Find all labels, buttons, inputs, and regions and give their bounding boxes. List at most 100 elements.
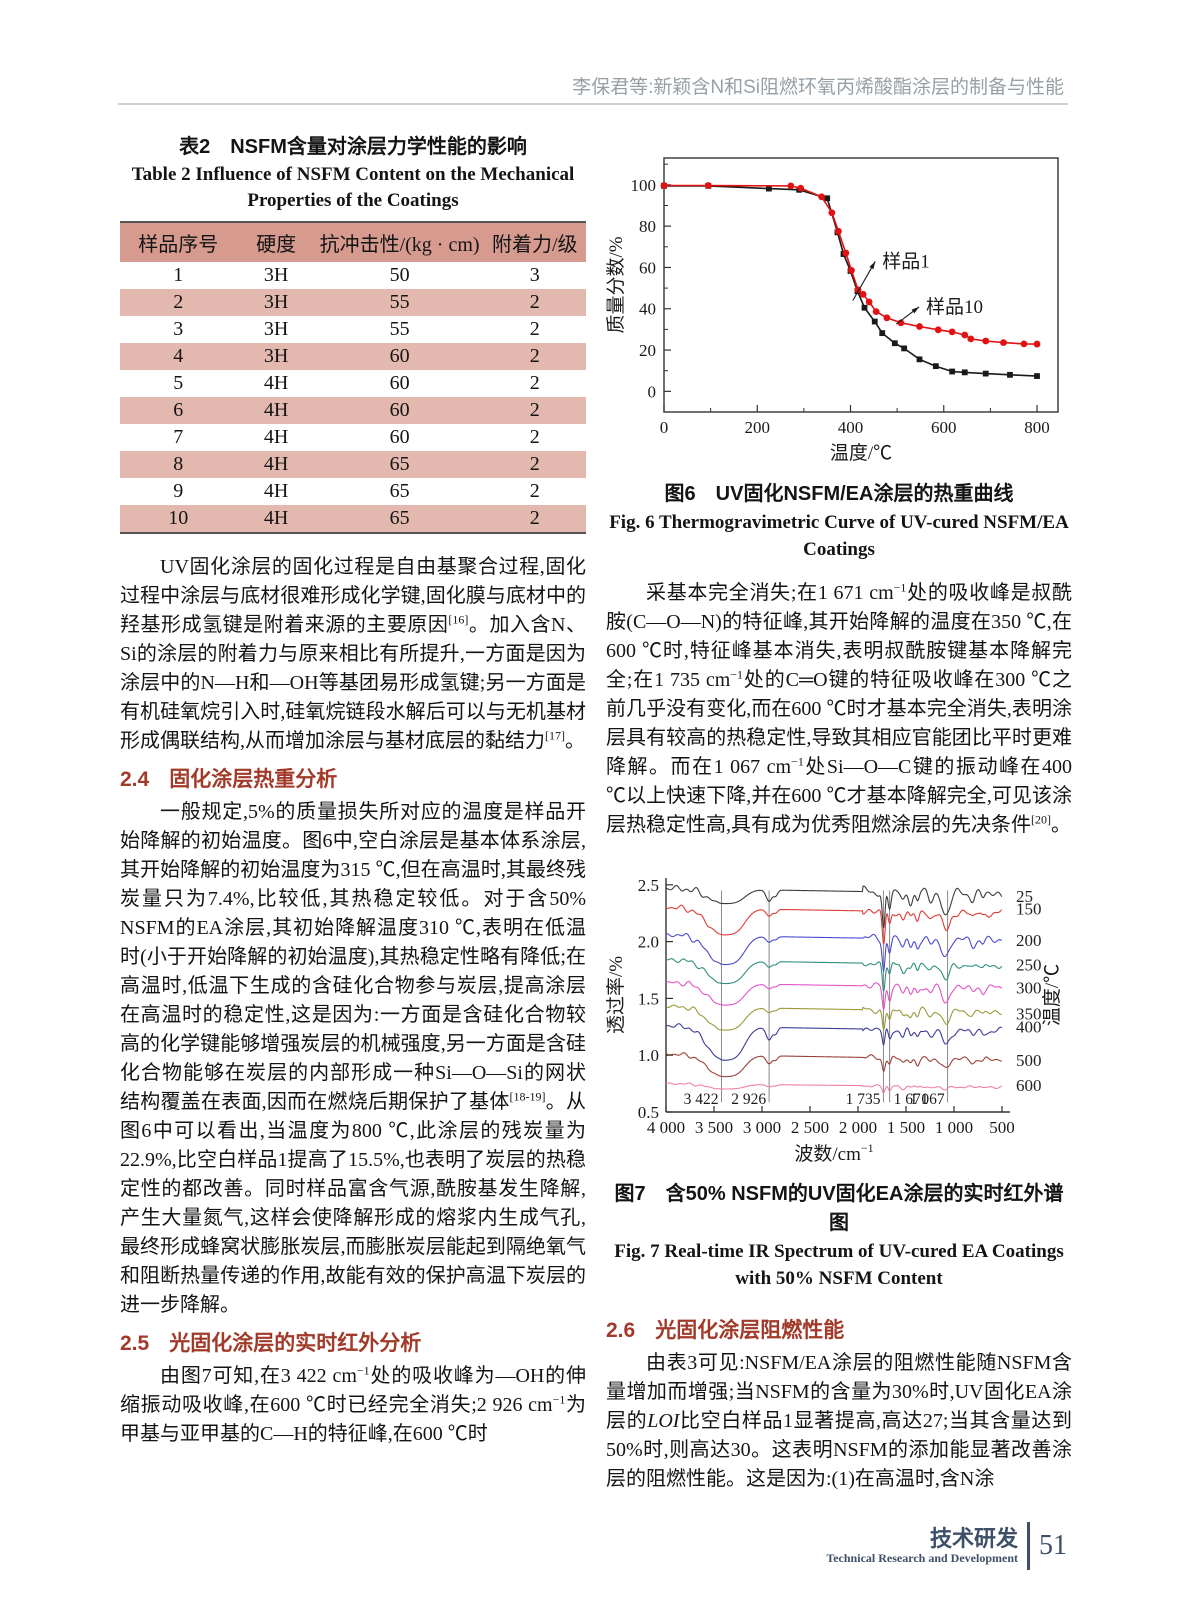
table2-header-hardness: 硬度 <box>236 222 316 262</box>
svg-text:400: 400 <box>1016 1018 1042 1037</box>
svg-text:350: 350 <box>1016 1004 1042 1023</box>
text-run: 由图7可知,在3 422 cm <box>160 1365 357 1387</box>
svg-text:1 735: 1 735 <box>846 1091 881 1108</box>
table-cell: 4H <box>263 453 289 475</box>
text-run: 处的吸收峰为—OH的伸缩振动吸收峰,在600 ℃时已经完全消失;2 926 cm <box>120 1365 587 1416</box>
table-cell: 3H <box>263 318 289 340</box>
text-run: UV固化涂层的固化过程是自由基聚合过程,固化过程中涂层与底材很难形成化学键,固化… <box>120 556 586 636</box>
svg-text:600: 600 <box>931 418 957 437</box>
table-cell: 3H <box>263 264 289 286</box>
table-cell: 2 <box>529 318 540 340</box>
footer-section-cn: 技术研发 <box>929 1525 1018 1551</box>
fig6-caption-cn: 图6 UV固化NSFM/EA涂层的热重曲线 <box>664 483 1014 505</box>
section-number: 2.6 <box>606 1319 636 1342</box>
text-run: 。加入含N、Si的涂层的附着力与原来相比有所提升,一方面是因为涂层中的N—H和—… <box>120 614 586 752</box>
text-run: 。从图6中可以看出,当温度为800 ℃,此涂层的残炭量为22.9%,比空白样品1… <box>120 1091 587 1316</box>
table-cell: 3H <box>263 345 289 367</box>
section-heading-2-6: 2.6 光固化涂层阻燃性能 <box>606 1314 1072 1344</box>
fig7-caption-en2: with 50% NSFM Content <box>735 1268 943 1289</box>
svg-text:1.0: 1.0 <box>638 1046 659 1065</box>
svg-text:1 500: 1 500 <box>887 1118 925 1137</box>
table-cell: 50 <box>389 264 410 286</box>
svg-text:0: 0 <box>660 418 669 437</box>
fig7-caption-en1: Fig. 7 Real-time IR Spectrum of UV-cured… <box>614 1241 1064 1262</box>
svg-text:2.0: 2.0 <box>638 933 659 952</box>
text-run: −1 <box>791 754 804 769</box>
fig6-caption-en2: Coatings <box>803 539 875 560</box>
svg-text:40: 40 <box>639 300 656 319</box>
paragraph-ir-bands: 采基本完全消失;在1 671 cm−1处的吸收峰是叔酰胺(C—O—N)的特征峰,… <box>606 579 1072 840</box>
fig6-tga-chart: 0 200 400 600 800 0 20 40 60 80 100 温度/℃ 质量分数/% 样品1 样品… <box>606 157 1059 464</box>
svg-text:400: 400 <box>838 418 864 437</box>
table-row: 10 4H 65 2 <box>120 505 586 533</box>
text-run: 处Si—O—C键的振动峰在400 ℃以上快速下降,并在600 ℃才基本降解完全,… <box>606 756 1072 836</box>
table2-header-adhesion: 附着力/级 <box>483 222 586 262</box>
right-column: 0 200 400 600 800 0 20 40 60 80 100 温度/℃ 质量分数/% 样品1 样品… <box>606 128 1072 1494</box>
text-run: 处的C═O键的特征吸收峰在300 ℃之前几乎没有变化,而在600 ℃时才基本完全… <box>606 669 1073 778</box>
footer-section-en: Technical Research and Development <box>826 1550 1018 1565</box>
svg-text:2 000: 2 000 <box>839 1118 877 1137</box>
table-cell: 2 <box>529 507 540 529</box>
table-cell: 2 <box>529 399 540 421</box>
table-cell: 4H <box>263 426 289 448</box>
section-heading-2-5: 2.5 光固化涂层的实时红外分析 <box>120 1327 586 1357</box>
paragraph-ir-analysis: 由图7可知,在3 422 cm −1处的吸收峰为—OH的伸缩振动吸收峰,在600 … <box>120 1362 586 1449</box>
fig6-caption: 图6 UV固化NSFM/EA涂层的热重曲线 Fig. 6 Thermogravi… <box>606 480 1072 563</box>
svg-text:100: 100 <box>631 176 657 195</box>
text-run: 处的吸收峰是叔酰胺(C—O—N)的特征峰,其开始降解的温度在350 ℃,在600… <box>606 582 1073 691</box>
table-cell: 55 <box>389 318 410 340</box>
table-cell: 2 <box>529 372 540 394</box>
svg-text:150: 150 <box>1016 900 1042 919</box>
text-run: −1 <box>552 1392 566 1407</box>
svg-text:60: 60 <box>639 258 656 277</box>
svg-text:0.5: 0.5 <box>638 1103 659 1122</box>
paragraph-curing-process: UV固化涂层的固化过程是自由基聚合过程,固化过程中涂层与底材很难形成化学键,固化… <box>120 553 586 756</box>
paragraph-flame-retardancy: 由表3可见:NSFM/EA涂层的阻燃性能随NSFM含量增加而增强;当NSFM的含… <box>606 1349 1072 1494</box>
svg-text:1 671: 1 671 <box>894 1091 929 1108</box>
svg-text:样品10: 样品10 <box>926 296 983 318</box>
table-cell: 3 <box>529 264 540 286</box>
svg-text:1 067: 1 067 <box>910 1091 945 1108</box>
table2-header-impact: 抗冲击性/(kg · cm) <box>315 222 484 262</box>
fig6-caption-en1: Fig. 6 Thermogravimetric Curve of UV-cur… <box>609 512 1069 533</box>
svg-text:200: 200 <box>745 418 771 437</box>
table-cell: 60 <box>389 345 410 367</box>
section-number: 2.4 <box>120 768 150 791</box>
text-run: 。 <box>1051 814 1071 836</box>
table-cell: 8 <box>173 453 184 475</box>
table-row: 2 3H 55 2 <box>120 289 586 316</box>
table-cell: 6 <box>173 399 184 421</box>
table-row: 1 3H 50 3 <box>120 262 586 289</box>
table2: 样品序号 硬度 抗冲击性/(kg · cm) 附着力/级 1 3H 50 3 2 3H 55… <box>120 221 586 534</box>
section-title: 光固化涂层阻燃性能 <box>655 1319 845 1342</box>
fig7-ir-spectrum-chart: 0.5 1.0 1.5 2.0 2.5 4 000 3 500 3 000 2 500 2 000… <box>606 876 1063 1165</box>
section-heading-2-4: 2.4 固化涂层热重分析 <box>120 763 586 793</box>
table2-title-en-line2: Properties of the Coatings <box>247 190 459 211</box>
svg-text:2 926: 2 926 <box>731 1091 766 1108</box>
svg-text:温度/℃: 温度/℃ <box>1041 964 1063 1026</box>
table-cell: 4 <box>173 345 184 367</box>
svg-text:质量分数/%: 质量分数/% <box>606 236 627 333</box>
text-run: [16] <box>448 612 469 627</box>
table-cell: 4H <box>263 372 289 394</box>
svg-text:500: 500 <box>989 1118 1015 1137</box>
svg-text:0: 0 <box>648 382 657 401</box>
svg-text:600: 600 <box>1016 1076 1042 1095</box>
table-cell: 2 <box>529 426 540 448</box>
footer-labels: 技术研发 Technical Research and Development <box>826 1527 1018 1566</box>
svg-text:25: 25 <box>1016 887 1033 906</box>
table-cell: 3 <box>173 318 184 340</box>
header-rule <box>118 103 1068 105</box>
table-cell: 2 <box>529 291 540 313</box>
table-cell: 2 <box>173 291 184 313</box>
table-row: 5 4H 60 2 <box>120 370 586 397</box>
table-cell: 3H <box>263 291 289 313</box>
svg-text:温度/℃: 温度/℃ <box>830 442 892 464</box>
svg-text:1.5: 1.5 <box>638 989 659 1008</box>
text-run: 由表3可见:NSFM/EA涂层的阻燃性能随NSFM含量增加而增强;当NSFM的含… <box>606 1352 1072 1432</box>
table-row: 6 4H 60 2 <box>120 397 586 424</box>
table-cell: 65 <box>389 507 410 529</box>
table-cell: 65 <box>389 480 410 502</box>
svg-text:波数/cm−1: 波数/cm−1 <box>794 1141 873 1165</box>
